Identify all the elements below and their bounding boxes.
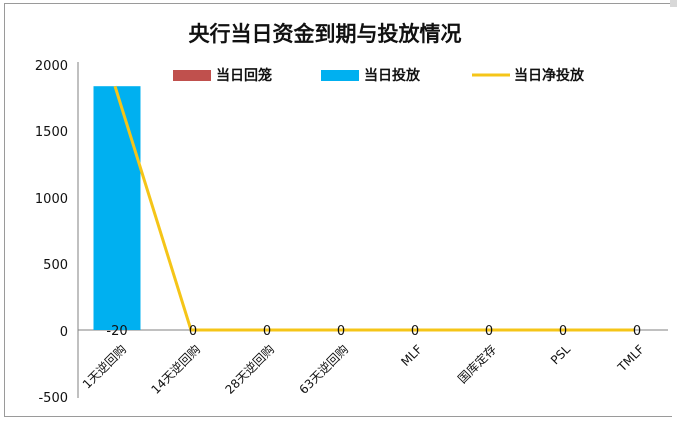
x-tick-label: 1天逆回购 xyxy=(79,342,129,392)
data-label: 0 xyxy=(263,324,271,339)
x-tick-label: MLF xyxy=(398,342,425,369)
net-line xyxy=(113,85,635,332)
legend-swatch-recovery xyxy=(173,70,211,81)
x-tick-label: PSL xyxy=(548,342,573,367)
data-label: -20 xyxy=(106,324,127,339)
legend-swatch-injection xyxy=(321,70,359,81)
legend-label-injection: 当日投放 xyxy=(364,67,421,84)
data-label: 0 xyxy=(485,324,493,339)
data-label: 0 xyxy=(633,324,641,339)
chart-frame xyxy=(4,3,672,417)
x-tick-label: 14天逆回购 xyxy=(148,342,203,397)
y-tick-label: 1500 xyxy=(35,125,68,140)
legend-label-net: 当日净投放 xyxy=(514,67,585,84)
x-tick-label: 28天逆回购 xyxy=(222,342,277,397)
legend-label-recovery: 当日回笼 xyxy=(216,67,272,84)
x-tick-label: TMLF xyxy=(614,342,647,375)
data-label: 0 xyxy=(189,324,197,339)
data-label: 0 xyxy=(559,324,567,339)
y-tick-label: 2000 xyxy=(35,59,68,74)
bar-1-0 xyxy=(93,86,141,330)
x-tick-label: 国库定存 xyxy=(455,342,500,387)
y-axis-ticks: 2000 1500 1000 500 0 -500 xyxy=(35,59,68,406)
data-label: 0 xyxy=(411,324,419,339)
net-line-series xyxy=(113,85,635,332)
data-labels: -20 0 0 0 0 0 0 0 xyxy=(106,324,641,339)
y-tick-label: 500 xyxy=(43,258,68,273)
y-tick-label: 1000 xyxy=(35,192,68,207)
data-label: 0 xyxy=(337,324,345,339)
bars xyxy=(93,86,141,330)
corner-marker xyxy=(670,0,677,7)
y-tick-label: 0 xyxy=(60,325,68,340)
y-tick-label: -500 xyxy=(38,391,68,406)
legend: 当日回笼 当日投放 当日净投放 xyxy=(173,67,585,84)
x-tick-label: 63天逆回购 xyxy=(296,342,351,397)
chart-title: 央行当日资金到期与投放情况 xyxy=(189,22,462,46)
x-axis-ticks: 1天逆回购 14天逆回购 28天逆回购 63天逆回购 MLF 国库定存 PSL TMLF xyxy=(79,342,647,397)
